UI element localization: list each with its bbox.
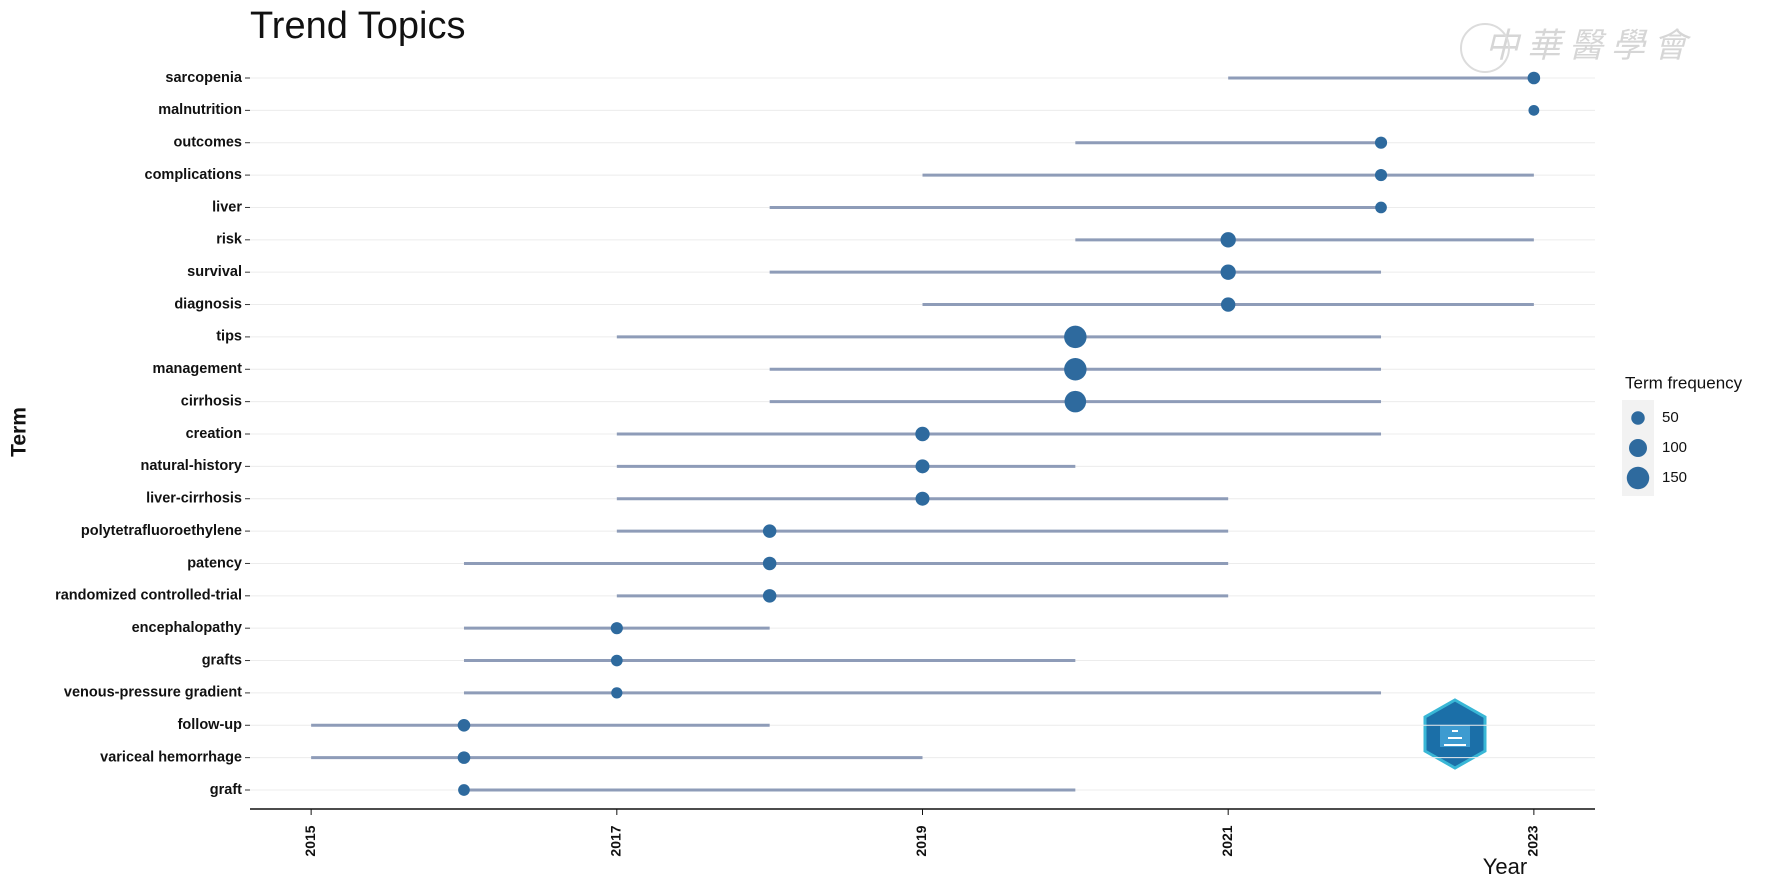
point bbox=[1220, 264, 1236, 280]
point bbox=[762, 556, 777, 571]
y-tick-label: venous-pressure gradient bbox=[64, 685, 242, 701]
watermark: 中華醫學會 bbox=[1485, 26, 1695, 66]
y-tick-label: patency bbox=[187, 555, 242, 571]
legend-key bbox=[1629, 439, 1647, 457]
y-tick-label: management bbox=[153, 361, 243, 377]
point bbox=[1527, 71, 1541, 85]
legend-label: 100 bbox=[1662, 439, 1687, 456]
point bbox=[1528, 104, 1540, 116]
y-tick-label: follow-up bbox=[178, 717, 243, 733]
point bbox=[1375, 201, 1387, 214]
x-tick-label: 2017 bbox=[608, 825, 624, 856]
logo bbox=[1423, 698, 1487, 770]
y-tick-label: malnutrition bbox=[158, 102, 242, 118]
x-axis-title: Year bbox=[1483, 854, 1527, 879]
point bbox=[1374, 169, 1388, 182]
legend-key bbox=[1631, 411, 1645, 425]
y-tick-label: encephalopathy bbox=[132, 620, 242, 636]
point bbox=[915, 491, 930, 506]
point bbox=[610, 654, 623, 667]
y-axis-title: Term bbox=[8, 407, 31, 457]
legend-label: 150 bbox=[1662, 469, 1687, 486]
point bbox=[611, 687, 623, 699]
y-tick-label: liver bbox=[212, 199, 242, 215]
point bbox=[1064, 390, 1087, 413]
y-tick-label: randomized controlled-trial bbox=[55, 588, 242, 604]
y-tick-label: natural-history bbox=[140, 458, 242, 474]
point bbox=[457, 751, 471, 764]
point bbox=[458, 784, 470, 796]
legend-label: 50 bbox=[1662, 409, 1679, 426]
y-tick-label: cirrhosis bbox=[181, 393, 242, 409]
y-tick-label: diagnosis bbox=[174, 296, 242, 312]
point bbox=[1220, 297, 1236, 312]
y-tick-label: survival bbox=[187, 264, 242, 280]
legend-title: Term frequency bbox=[1625, 373, 1743, 392]
point bbox=[762, 524, 777, 538]
point bbox=[1220, 232, 1236, 248]
point bbox=[915, 426, 930, 442]
point bbox=[610, 622, 623, 635]
y-tick-label: risk bbox=[216, 232, 243, 248]
watermark-emblem bbox=[1460, 23, 1510, 73]
y-tick-label: grafts bbox=[202, 652, 242, 668]
y-tick-label: liver-cirrhosis bbox=[146, 491, 242, 507]
x-tick-label: 2015 bbox=[302, 825, 318, 856]
y-tick-label: polytetrafluoroethylene bbox=[81, 523, 242, 539]
y-tick-label: variceal hemorrhage bbox=[100, 749, 242, 765]
y-tick-label: tips bbox=[216, 329, 242, 345]
x-tick-label: 2021 bbox=[1219, 825, 1235, 856]
y-tick-label: complications bbox=[145, 167, 243, 183]
y-tick-label: sarcopenia bbox=[165, 70, 242, 86]
legend-key bbox=[1626, 466, 1650, 490]
y-tick-label: outcomes bbox=[174, 135, 243, 151]
point bbox=[915, 459, 930, 474]
point bbox=[762, 589, 777, 603]
x-tick-label: 2019 bbox=[913, 825, 929, 856]
y-tick-label: graft bbox=[210, 782, 242, 798]
x-tick-label: 2023 bbox=[1525, 825, 1541, 856]
point bbox=[1064, 358, 1087, 381]
point bbox=[1064, 325, 1087, 349]
y-tick-label: creation bbox=[186, 426, 242, 442]
chart-title: Trend Topics bbox=[250, 5, 465, 47]
point bbox=[1374, 136, 1388, 149]
point bbox=[457, 718, 471, 732]
